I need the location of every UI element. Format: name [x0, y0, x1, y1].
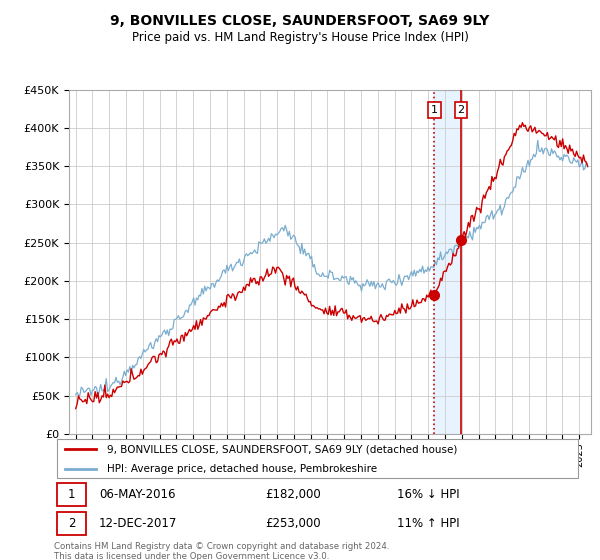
Text: Price paid vs. HM Land Registry's House Price Index (HPI): Price paid vs. HM Land Registry's House … — [131, 31, 469, 44]
FancyBboxPatch shape — [56, 512, 86, 535]
FancyBboxPatch shape — [56, 483, 86, 506]
Text: 06-MAY-2016: 06-MAY-2016 — [99, 488, 175, 501]
Text: 11% ↑ HPI: 11% ↑ HPI — [397, 517, 460, 530]
Text: £253,000: £253,000 — [265, 517, 321, 530]
Text: 1: 1 — [68, 488, 75, 501]
Text: 9, BONVILLES CLOSE, SAUNDERSFOOT, SA69 9LY (detached house): 9, BONVILLES CLOSE, SAUNDERSFOOT, SA69 9… — [107, 445, 457, 454]
Bar — [434, 90, 461, 434]
Text: 9, BONVILLES CLOSE, SAUNDERSFOOT, SA69 9LY: 9, BONVILLES CLOSE, SAUNDERSFOOT, SA69 9… — [110, 14, 490, 28]
Text: 12-DEC-2017: 12-DEC-2017 — [99, 517, 177, 530]
Text: 16% ↓ HPI: 16% ↓ HPI — [397, 488, 460, 501]
FancyBboxPatch shape — [56, 439, 578, 478]
Text: £182,000: £182,000 — [265, 488, 321, 501]
Text: 1: 1 — [431, 105, 438, 115]
Text: 2: 2 — [457, 105, 464, 115]
Text: Contains HM Land Registry data © Crown copyright and database right 2024.
This d: Contains HM Land Registry data © Crown c… — [54, 542, 389, 560]
Text: HPI: Average price, detached house, Pembrokeshire: HPI: Average price, detached house, Pemb… — [107, 464, 377, 474]
Text: 2: 2 — [68, 517, 75, 530]
